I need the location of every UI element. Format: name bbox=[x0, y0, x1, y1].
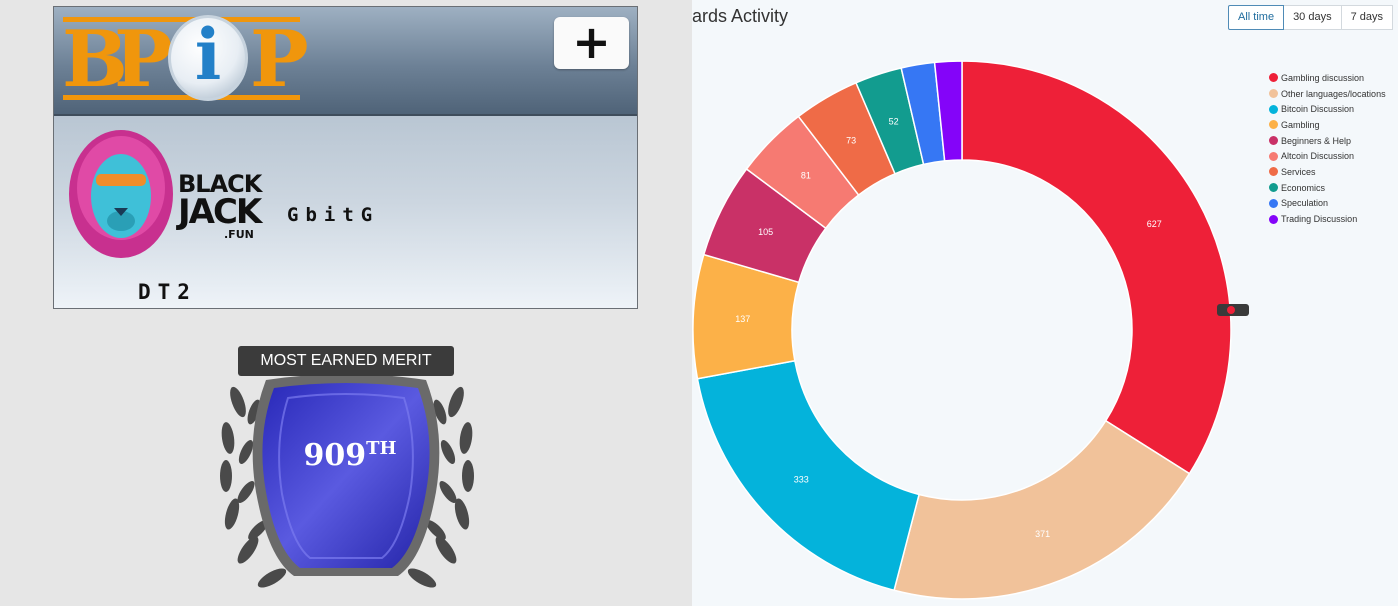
legend-label: Bitcoin Discussion bbox=[1281, 104, 1355, 115]
legend-label: Economics bbox=[1281, 182, 1326, 193]
time-range-tabs: All time 30 days 7 days bbox=[1228, 5, 1394, 30]
legend-item-gambling[interactable]: Gambling bbox=[1269, 117, 1386, 133]
sponsor-area: BLACK JACK .FUN GbitG DT2 bbox=[54, 116, 637, 308]
profile-panel: B P i P + BLACK JACK .FUN GbitG DT2 bbox=[0, 0, 692, 606]
slice-gambling-discussion[interactable] bbox=[961, 60, 1232, 475]
legend-swatch bbox=[1269, 89, 1278, 99]
bpip-header: B P i P + bbox=[54, 7, 637, 116]
legend-swatch bbox=[1269, 104, 1278, 114]
bpip-circle-icon: i bbox=[168, 15, 248, 101]
badge-title: MOST EARNED MERIT bbox=[238, 346, 454, 376]
slice-label-other-languages-locations: 371 bbox=[1035, 529, 1050, 539]
tooltip-swatch bbox=[1227, 306, 1235, 314]
slice-bitcoin-discussion[interactable] bbox=[696, 359, 920, 592]
legend-label: Speculation bbox=[1281, 198, 1329, 209]
chart-legend: Gambling discussion Other languages/locat… bbox=[1269, 70, 1386, 227]
logo-bar-bottom bbox=[63, 95, 300, 100]
plus-icon: + bbox=[572, 15, 611, 69]
legend-swatch bbox=[1269, 183, 1278, 193]
tab-all-time[interactable]: All time bbox=[1228, 5, 1285, 30]
slice-label-beginners-help: 105 bbox=[758, 227, 773, 237]
sponsor-line1: BLACK bbox=[178, 170, 262, 198]
legend-swatch bbox=[1269, 120, 1278, 130]
slice-label-gambling: 137 bbox=[735, 314, 750, 324]
username: GbitG bbox=[287, 204, 380, 226]
chart-tooltip bbox=[1217, 304, 1249, 316]
legend-swatch bbox=[1269, 151, 1278, 161]
slice-label-economics: 52 bbox=[889, 116, 899, 126]
legend-label: Other languages/locations bbox=[1281, 88, 1386, 99]
legend-label: Services bbox=[1281, 166, 1316, 177]
logo-letter-p2: P bbox=[250, 14, 309, 105]
badge-rank: 909TH bbox=[290, 438, 410, 473]
legend-swatch bbox=[1269, 136, 1278, 146]
legend-swatch bbox=[1269, 167, 1278, 177]
legend-item-gambling-discussion[interactable]: Gambling discussion bbox=[1269, 70, 1386, 86]
legend-item-beginners-help[interactable]: Beginners & Help bbox=[1269, 133, 1386, 149]
rank-title: DT2 bbox=[138, 280, 197, 304]
tab-30-days[interactable]: 30 days bbox=[1284, 5, 1342, 30]
legend-item-economics[interactable]: Economics bbox=[1269, 180, 1386, 196]
slice-label-bitcoin-discussion: 333 bbox=[794, 474, 809, 484]
lion-logo-icon bbox=[69, 130, 173, 258]
logo-letter-i: i bbox=[194, 13, 222, 96]
shield-icon bbox=[252, 374, 440, 576]
legend-label: Beginners & Help bbox=[1281, 135, 1352, 146]
legend-label: Gambling discussion bbox=[1281, 72, 1365, 83]
legend-item-services[interactable]: Services bbox=[1269, 164, 1386, 180]
legend-label: Gambling bbox=[1281, 119, 1320, 130]
badge-rank-suffix: TH bbox=[366, 438, 397, 459]
legend-label: Altcoin Discussion bbox=[1281, 151, 1355, 162]
slice-label-gambling-discussion: 627 bbox=[1147, 219, 1162, 229]
laurel-wreath-icon bbox=[220, 386, 474, 588]
badge-rank-number: 909 bbox=[303, 438, 367, 473]
tab-7-days[interactable]: 7 days bbox=[1341, 5, 1394, 30]
legend-swatch bbox=[1269, 198, 1278, 208]
legend-item-altcoin-discussion[interactable]: Altcoin Discussion bbox=[1269, 148, 1386, 164]
legend-item-bitcoin-discussion[interactable]: Bitcoin Discussion bbox=[1269, 101, 1386, 117]
profile-card: B P i P + BLACK JACK .FUN GbitG DT2 bbox=[53, 6, 638, 309]
legend-label: Trading Discussion bbox=[1281, 214, 1358, 225]
legend-swatch bbox=[1269, 73, 1278, 83]
slice-label-altcoin-discussion: 81 bbox=[801, 171, 811, 181]
legend-swatch bbox=[1269, 214, 1278, 224]
sponsor-line3: .FUN bbox=[224, 228, 254, 241]
logo-letter-b: B bbox=[62, 14, 128, 105]
logo-letter-p1: P bbox=[114, 14, 173, 105]
add-button[interactable]: + bbox=[554, 17, 629, 69]
chart-title: ards Activity bbox=[692, 6, 789, 26]
slice-trading-discussion[interactable] bbox=[933, 60, 963, 162]
slice-other-languages-locations[interactable] bbox=[893, 419, 1191, 600]
boards-activity-panel: ards Activity All time 30 days 7 days 62… bbox=[692, 0, 1398, 606]
legend-item-trading-discussion[interactable]: Trading Discussion bbox=[1269, 211, 1386, 227]
slice-label-services: 73 bbox=[846, 136, 856, 146]
legend-item-speculation[interactable]: Speculation bbox=[1269, 196, 1386, 212]
sponsor-line2: JACK bbox=[178, 192, 262, 232]
legend-item-other-languages-locations[interactable]: Other languages/locations bbox=[1269, 86, 1386, 102]
donut-chart: 627 371 333 137 105 81 73 52 bbox=[692, 60, 1232, 600]
logo-bar-top bbox=[63, 17, 300, 22]
